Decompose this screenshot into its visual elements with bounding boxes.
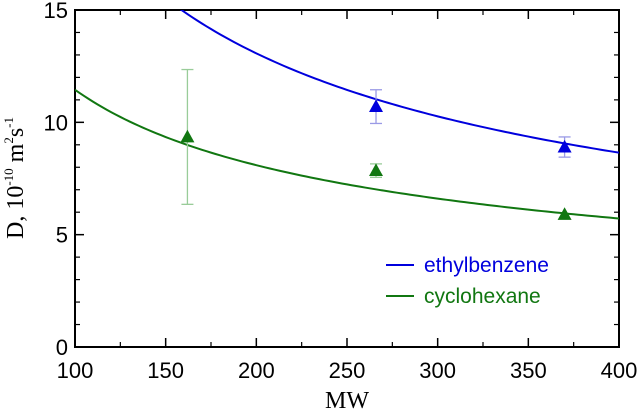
y-axis-title-base: D, 10: [3, 186, 29, 239]
y-axis-title-tail: s: [3, 128, 29, 137]
data-point-cyclohexane-0: [180, 129, 195, 143]
fit-curve-cyclohexane: [75, 88, 619, 220]
x-tick-label-150: 150: [147, 358, 184, 383]
legend-label-ethylbenzene: ethylbenzene: [424, 254, 549, 277]
data-point-ethylbenzene-0: [369, 99, 384, 113]
legend-label-cyclohexane: cyclohexane: [424, 285, 541, 308]
y-tick-label-15: 15: [44, 0, 68, 23]
x-tick-label-350: 350: [510, 358, 547, 383]
y-tick-label-5: 5: [56, 223, 68, 248]
y-axis-title-unit: m: [3, 143, 29, 168]
error-bars: [181, 68, 571, 205]
data-point-ethylbenzene-1: [557, 139, 572, 153]
fit-curves: [75, 10, 619, 220]
x-tick-label-250: 250: [329, 358, 366, 383]
y-axis-title: D, 10-10 m2s-1: [1, 117, 29, 239]
x-tick-label-400: 400: [601, 358, 638, 383]
fit-curve-ethylbenzene: [179, 10, 619, 154]
data-markers: [180, 99, 572, 220]
data-point-cyclohexane-1: [369, 163, 384, 177]
data-point-cyclohexane-2: [557, 207, 572, 220]
y-tick-label-10: 10: [44, 110, 68, 135]
x-axis-title: MW: [325, 388, 369, 410]
y-axis-title-tail-exp: -1: [1, 117, 16, 128]
x-tick-label-100: 100: [57, 358, 94, 383]
x-tick-label-300: 300: [419, 358, 456, 383]
legend: ethylbenzene cyclohexane: [386, 254, 549, 308]
y-tick-label-0: 0: [56, 335, 68, 360]
axis-ticks: 100 150 200 250 300 350 400 0 5 10 15: [44, 0, 638, 383]
x-tick-label-200: 200: [238, 358, 275, 383]
y-axis-title-exp: -10: [1, 168, 16, 185]
y-axis-title-unit-exp: 2: [1, 137, 16, 144]
